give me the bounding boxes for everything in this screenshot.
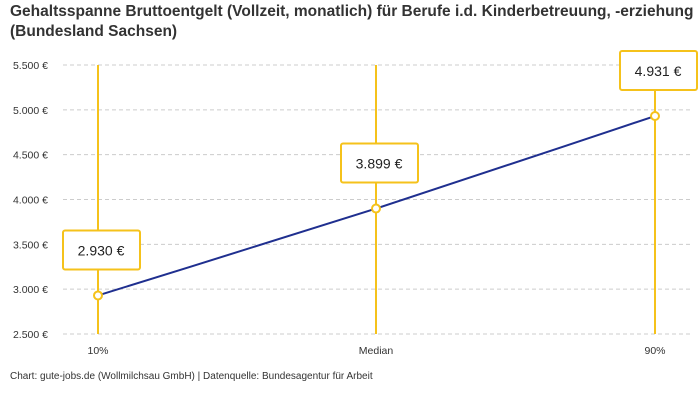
x-tick-label: Median bbox=[359, 345, 394, 357]
data-label-box bbox=[340, 142, 419, 184]
y-tick-label: 5.000 € bbox=[13, 105, 48, 117]
data-label-box bbox=[619, 50, 698, 92]
x-tick-label: 10% bbox=[87, 345, 108, 357]
data-point bbox=[93, 290, 103, 301]
data-point bbox=[650, 111, 660, 122]
data-point bbox=[371, 203, 381, 214]
data-label: 4.931 € bbox=[635, 63, 682, 79]
x-tick-label: 90% bbox=[644, 345, 665, 357]
y-tick-label: 3.000 € bbox=[13, 284, 48, 296]
data-label: 3.899 € bbox=[356, 156, 403, 172]
y-tick-label: 5.500 € bbox=[13, 60, 48, 72]
y-tick-label: 3.500 € bbox=[13, 239, 48, 251]
data-label: 2.930 € bbox=[78, 242, 125, 258]
data-label-box bbox=[62, 229, 141, 271]
chart-footer: Chart: gute-jobs.de (Wollmilchsau GmbH) … bbox=[10, 371, 373, 382]
y-tick-label: 4.500 € bbox=[13, 150, 48, 162]
y-tick-label: 4.000 € bbox=[13, 195, 48, 207]
y-tick-label: 2.500 € bbox=[13, 329, 48, 341]
chart-title: Gehaltsspanne Bruttoentgelt (Vollzeit, m… bbox=[10, 3, 694, 40]
